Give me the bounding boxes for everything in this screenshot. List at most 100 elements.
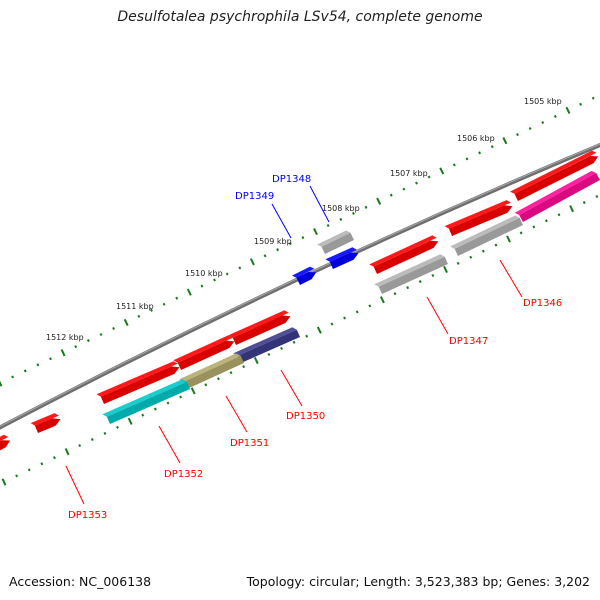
gene-block-dp1346-gray[interactable] [450,215,523,257]
outer-scale-minor-tick [225,272,229,276]
gene-block-dp1348-gray[interactable] [317,230,354,255]
outer-scale-minor-tick [112,326,116,331]
inner-scale-minor-tick [179,395,183,399]
inner-scale-minor-tick [305,334,309,338]
inner-scale-minor-tick [217,377,220,381]
inner-scale-minor-tick [27,468,31,472]
inner-scale-minor-tick [595,194,599,199]
gene-block-dp1348[interactable] [325,247,359,269]
gene-block-edge-left[interactable] [0,434,11,453]
leader-dp1350 [280,369,303,407]
outer-scale-major-tick [249,258,255,266]
outer-scale-minor-tick [263,254,267,258]
scale-label-1509: 1509 kbp [254,237,292,246]
inner-scale-minor-tick [267,352,271,356]
outer-scale-minor-tick [150,308,153,312]
gene-block-dp1346-lower[interactable] [514,170,600,222]
inner-scale-minor-tick [90,437,94,442]
outer-scale-major-tick [0,380,3,387]
inner-scale-major-tick [379,296,385,304]
outer-scale-minor-tick [86,339,90,343]
scale-label-1505: 1505 kbp [524,97,562,106]
gene-label-dp1351[interactable]: DP1351 [230,438,269,449]
inner-scale-major-tick [569,205,575,213]
inner-scale-major-tick [1,478,7,486]
scale-label-1508: 1508 kbp [322,204,360,213]
gene-label-dp1353[interactable]: DP1353 [68,510,107,521]
inner-scale-major-tick [64,448,70,456]
outer-scale-minor-tick [238,266,242,270]
outer-scale-minor-tick [276,248,280,252]
inner-scale-minor-tick [456,261,460,265]
inner-scale-minor-tick [116,425,119,429]
outer-scale-minor-tick [213,278,216,282]
scale-label-1511: 1511 kbp [116,302,154,311]
inner-scale-minor-tick [532,225,536,229]
inner-scale-minor-tick [393,292,397,296]
inner-scale-minor-tick [494,243,498,247]
inner-scale-major-tick [127,417,133,425]
outer-scale-major-tick [376,197,382,205]
outer-scale-minor-tick [553,114,557,118]
gene-label-dp1347[interactable]: DP1347 [449,336,488,347]
map-title: Desulfotalea psychrophila LSv54, complet… [117,9,483,25]
inner-scale-minor-tick [292,340,296,344]
outer-scale-major-tick [186,288,192,296]
outer-scale-minor-tick [402,187,406,191]
outer-scale-minor-tick [478,151,482,155]
gene-block-dp1353[interactable] [30,413,61,433]
outer-scale-minor-tick [516,133,519,137]
inner-scale-minor-tick [153,407,157,411]
outer-scale-major-tick [313,227,318,236]
inner-scale-minor-tick [557,213,561,217]
outer-scale-minor-tick [490,145,494,149]
gene-label-dp1352[interactable]: DP1352 [164,469,203,480]
gene-block-dp1347-red[interactable] [369,235,439,274]
outer-scale-minor-tick [389,193,393,197]
inner-scale-major-tick [253,356,259,365]
inner-scale-minor-tick [582,201,586,205]
outer-scale-minor-tick [326,223,330,228]
gene-block-dp1349[interactable] [292,266,317,285]
inner-scale-minor-tick [343,316,346,320]
inner-scale-minor-tick [78,444,82,448]
inner-scale-minor-tick [204,383,208,387]
outer-scale-minor-tick [301,236,305,240]
gene-label-dp1346[interactable]: DP1346 [523,298,562,309]
gene-block-dp1350-upper[interactable] [228,310,291,345]
gene-block-dp1352-upper[interactable] [96,361,180,404]
outer-scale-major-tick [502,137,508,145]
outer-scale-minor-tick [74,345,78,349]
gene-label-dp1349[interactable]: DP1349 [235,191,274,202]
inner-scale-track [1,194,599,486]
inner-scale-major-tick [190,387,196,395]
gene-block-dp1352-lower[interactable] [102,379,190,424]
outer-scale-minor-tick [49,357,52,361]
inner-scale-minor-tick [141,413,145,417]
inner-scale-major-tick [506,235,511,243]
outer-scale-major-tick [60,349,66,357]
gene-block-dp1350-lower[interactable] [233,327,300,363]
gene-block-dp1347-upper[interactable] [444,200,513,236]
inner-scale-minor-tick [519,231,523,235]
scale-label-1510: 1510 kbp [185,269,223,278]
outer-scale-minor-tick [288,242,292,246]
scale-label-1507: 1507 kbp [390,169,428,178]
outer-scale-minor-tick [11,375,15,379]
gene-block-dp1347-gray[interactable] [374,254,448,294]
outer-scale-minor-tick [23,369,27,373]
outer-scale-major-tick [439,167,445,175]
leader-dp1351 [225,395,248,433]
leader-dp1347 [426,296,449,335]
inner-scale-minor-tick [330,322,334,326]
outer-scale-minor-tick [528,127,532,131]
leader-dp1353 [65,465,85,505]
gene-label-dp1350[interactable]: DP1350 [286,411,325,422]
gene-block-dp1346-upper[interactable] [510,150,599,201]
gene-block-dp1351-upper[interactable] [173,335,235,370]
gene-label-dp1348[interactable]: DP1348 [272,174,311,185]
genome-summary-text: Topology: circular; Length: 3,523,383 bp… [246,574,590,589]
gene-block-dp1351-lower[interactable] [179,353,244,389]
outer-scale-minor-tick [541,120,545,125]
outer-scale-minor-tick [415,181,418,185]
